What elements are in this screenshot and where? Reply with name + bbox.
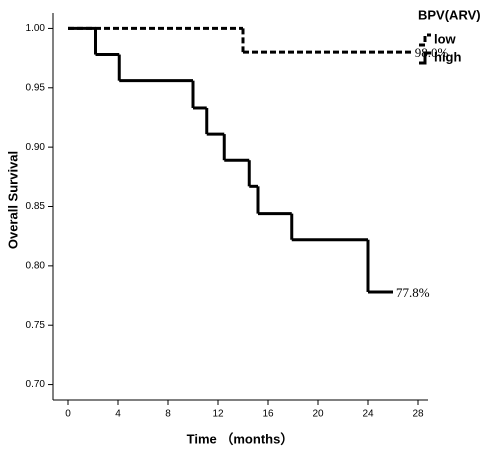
legend-title: BPV(ARV): [418, 7, 481, 22]
x-tick-label: 4: [115, 409, 121, 420]
end-label: 77.8%: [396, 285, 430, 300]
legend-label: high: [434, 49, 461, 64]
x-tick-label: 12: [212, 409, 224, 420]
y-tick-label: 1.00: [26, 23, 46, 34]
y-tick-label: 0.70: [26, 379, 46, 390]
x-tick-label: 8: [165, 409, 171, 420]
x-axis-label: Time （months）: [187, 431, 294, 446]
y-axis-label: Overall Survival: [5, 151, 20, 249]
y-tick-label: 0.90: [26, 142, 46, 153]
y-tick-label: 0.95: [26, 82, 46, 93]
x-tick-label: 20: [312, 409, 324, 420]
y-tick-label: 0.80: [26, 260, 46, 271]
x-tick-label: 28: [412, 409, 424, 420]
legend-label: low: [434, 31, 457, 46]
y-tick-label: 0.85: [26, 201, 46, 212]
end-label: 98.0%: [415, 45, 449, 60]
x-tick-label: 0: [65, 409, 71, 420]
x-tick-label: 16: [262, 409, 274, 420]
x-tick-label: 24: [362, 409, 374, 420]
legend-swatch: [419, 33, 431, 47]
y-tick-label: 0.75: [26, 320, 46, 331]
legend-swatch: [419, 51, 431, 65]
